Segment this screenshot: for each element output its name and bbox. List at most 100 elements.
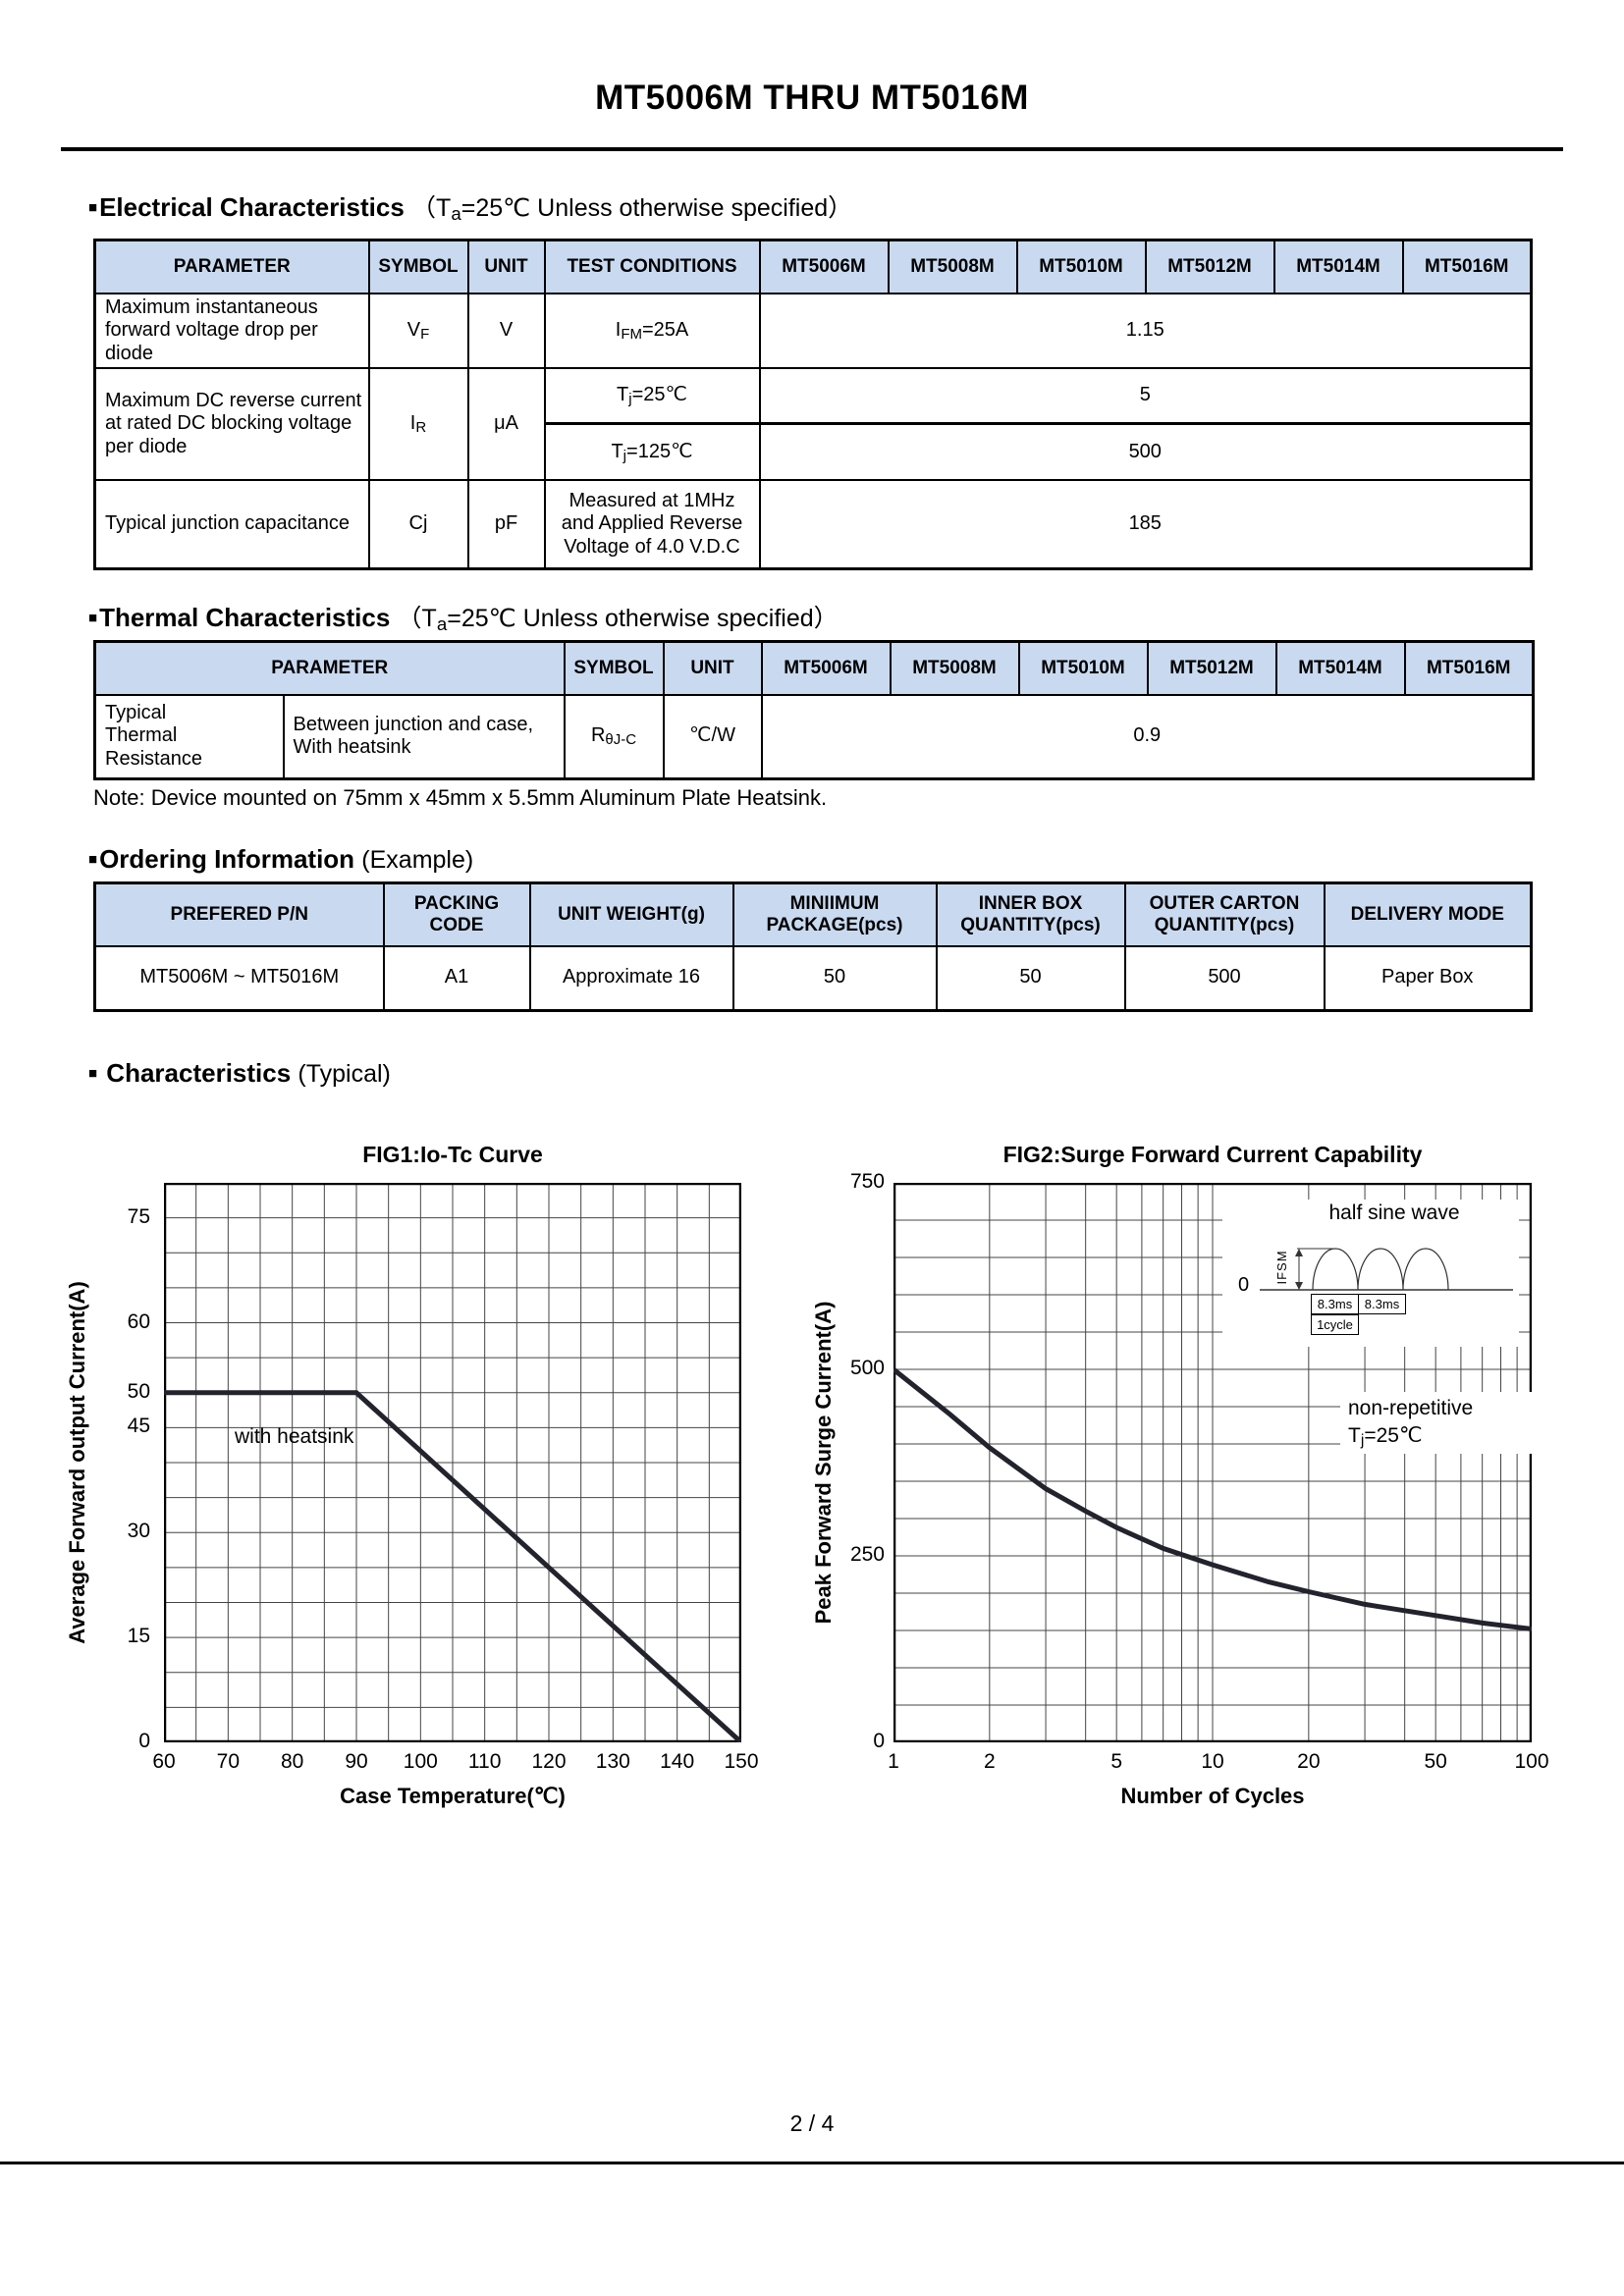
fig2-y-tick-label: 500	[849, 1357, 885, 1379]
thermal-heading-condition: （Ta=25℃ Unless otherwise specified）	[397, 605, 839, 634]
col-header-symbol: SYMBOL	[367, 239, 469, 294]
col-header-model: MT5016M	[1403, 640, 1535, 696]
unit-cell: pF	[466, 479, 546, 570]
fig1-title: FIG1:Io-Tc Curve	[362, 1142, 543, 1167]
page-number: 2 / 4	[789, 2110, 835, 2136]
table-row: Maximum DC reverse current at rated DC b…	[93, 367, 1533, 482]
value-cell: 0.9	[760, 693, 1535, 780]
fig1-x-tick-label: 130	[595, 1750, 630, 1773]
fig1-x-tick-label: 90	[345, 1750, 368, 1773]
footer-divider	[0, 2162, 1624, 2164]
unit-weight-cell: Approximate 16	[528, 944, 734, 1012]
col-header-model: MT5010M	[1017, 640, 1149, 696]
electrical-heading-condition: （Ta=25℃ Unless otherwise specified）	[411, 194, 853, 224]
table-row: Typical junction capacitance Cj pF Measu…	[93, 479, 1533, 570]
fig1-x-tick-label: 140	[660, 1750, 695, 1773]
fig2-x-tick-label: 2	[983, 1750, 996, 1773]
fig1-io-tc-chart: FIG1:Io-Tc Curve Case Temperature(℃) Ave…	[65, 1142, 759, 1808]
fig2-x-tick-label: 10	[1201, 1750, 1224, 1773]
fig2-y-tick-label: 0	[873, 1730, 885, 1752]
unit-cell: μA	[466, 367, 546, 482]
section-bullet: ■	[88, 610, 98, 626]
col-header-model: MT5008M	[889, 640, 1020, 696]
test-condition-cell: Tj=25℃	[543, 367, 761, 425]
unit-cell: ℃/W	[662, 693, 763, 780]
note-line-1: non-repetitive	[1348, 1397, 1474, 1419]
pn-cell: MT5006M ~ MT5016M	[93, 944, 385, 1012]
symbol-cell: Cj	[367, 479, 469, 570]
fig2-title: FIG2:Surge Forward Current Capability	[1002, 1142, 1423, 1167]
fig2-y-tick-label: 250	[849, 1543, 885, 1566]
fig2-x-tick-label: 5	[1110, 1750, 1122, 1773]
test-condition-cell: IFM=25A	[543, 292, 761, 370]
cycle-label: 1cycle	[1311, 1314, 1359, 1335]
fig1-y-axis-title: Average Forward output Current(A)	[65, 1281, 89, 1644]
fig2-plot-area	[893, 1183, 1532, 1742]
fig1-x-tick-label: 80	[280, 1750, 304, 1773]
inset-title: half sine wave	[1328, 1201, 1460, 1224]
col-header-model: MT5014M	[1274, 640, 1406, 696]
fig2-x-axis-title: Number of Cycles	[1120, 1784, 1305, 1808]
col-header-model: MT5008M	[887, 239, 1018, 294]
symbol-cell: IR	[367, 367, 469, 482]
col-header-model: MT5014M	[1272, 239, 1404, 294]
characteristics-heading-suffix: (Typical)	[298, 1060, 391, 1088]
fig1-y-tick-label: 45	[127, 1415, 150, 1438]
table-row: Typical Thermal Resistance Between junct…	[93, 693, 1535, 780]
col-header-model: MT5012M	[1146, 640, 1277, 696]
unit-cell: V	[466, 292, 546, 370]
col-header-packing-code: PACKING CODE	[382, 881, 531, 947]
fig2-x-tick-label: 1	[888, 1750, 899, 1773]
note-line-2: Tj=25℃	[1348, 1424, 1423, 1450]
col-header-unit-weight: UNIT WEIGHT(g)	[528, 881, 734, 947]
fig1-plot-area	[164, 1183, 741, 1742]
col-header-model: MT5006M	[760, 640, 892, 696]
value-cell: 1.15	[758, 292, 1533, 370]
parameter-cell: Maximum DC reverse current at rated DC b…	[93, 367, 370, 482]
page-title: MT5006M THRU MT5016M	[595, 79, 1029, 117]
value-cell: 185	[758, 479, 1533, 570]
ordering-section-heading: ■Ordering Information (Example)	[88, 844, 473, 875]
ordering-heading-suffix: (Example)	[361, 846, 474, 874]
fig1-x-tick-label: 70	[216, 1750, 240, 1773]
col-header-model: MT5010M	[1015, 239, 1147, 294]
heatsink-note: Note: Device mounted on 75mm x 45mm x 5.…	[93, 785, 828, 810]
fig1-x-tick-label: 120	[531, 1750, 567, 1773]
delivery-mode-cell: Paper Box	[1323, 944, 1533, 1012]
fig1-y-tick-label: 30	[127, 1520, 150, 1543]
electrical-heading-text: Electrical Characteristics	[99, 192, 405, 222]
title-divider	[61, 147, 1563, 151]
fig1-y-tick-label: 75	[127, 1204, 150, 1228]
half-sine-wave-drawing	[1260, 1248, 1513, 1291]
col-header-prefered-pn: PREFERED P/N	[93, 881, 385, 947]
table-row: MT5006M ~ MT5016M A1 Approximate 16 50 5…	[93, 944, 1533, 1012]
thermal-section-heading: ■Thermal Characteristics （Ta=25℃ Unless …	[88, 599, 839, 634]
col-header-unit: UNIT	[662, 640, 763, 696]
symbol-cell: VF	[367, 292, 469, 370]
col-header-minimum-package: MINIIMUM PACKAGE(pcs)	[731, 881, 938, 947]
col-header-model: MT5012M	[1144, 239, 1275, 294]
fig2-x-tick-label: 100	[1514, 1750, 1549, 1773]
fig1-y-tick-label: 50	[127, 1379, 150, 1403]
inner-box-cell: 50	[935, 944, 1126, 1012]
section-bullet: ■	[88, 851, 98, 868]
fig1-x-tick-label: 100	[403, 1750, 438, 1773]
col-header-outer-carton: OUTER CARTON QUANTITY(pcs)	[1123, 881, 1326, 947]
col-header-test-conditions: TEST CONDITIONS	[543, 239, 761, 294]
fig2-half-sine-wave-inset: half sine wave IFSM 0 8.3ms 8.3ms 1cycle	[1222, 1200, 1519, 1347]
fig1-x-axis-title: Case Temperature(℃)	[340, 1784, 566, 1808]
value-cell: 5	[758, 367, 1533, 425]
value-cell: 500	[758, 421, 1533, 482]
fig2-curve	[893, 1367, 1532, 1631]
test-condition-cell: Measured at 1MHz and Applied Reverse Vol…	[543, 479, 761, 570]
fig1-y-tick-label: 60	[127, 1309, 150, 1333]
outer-carton-cell: 500	[1123, 944, 1326, 1012]
pulse-width-label: 8.3ms	[1358, 1294, 1406, 1314]
table-row: Tj=125℃ 500	[95, 421, 1533, 482]
fig1-curve	[164, 1390, 741, 1742]
thermal-characteristics-table: PARAMETER SYMBOL UNIT MT5006M MT5008M MT…	[93, 640, 1535, 780]
section-bullet: ■	[88, 1065, 98, 1082]
test-condition-cell: Tj=125℃	[543, 421, 761, 482]
fig2-condition-note: non-repetitive Tj=25℃	[1340, 1392, 1533, 1454]
